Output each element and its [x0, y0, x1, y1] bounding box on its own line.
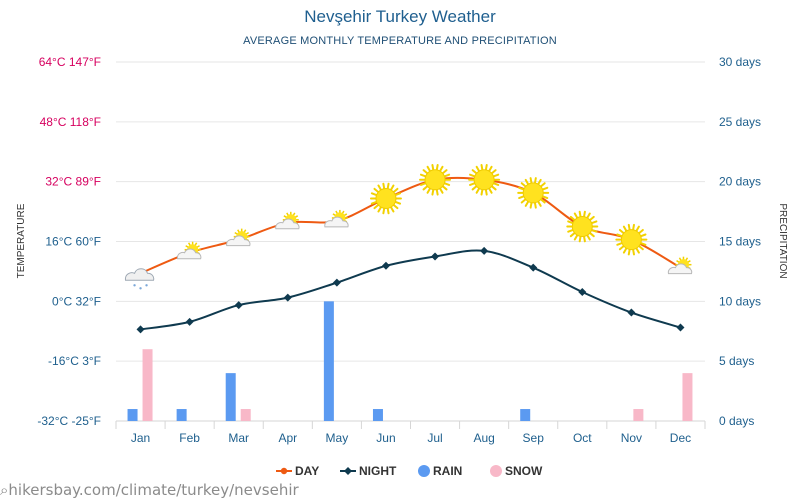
night-point: [480, 246, 489, 255]
x-axis-tick-label: Dec: [670, 431, 691, 445]
y-axis-right-title: PRECIPITATION: [777, 203, 788, 278]
search-pin-icon: ⌕: [0, 481, 9, 499]
sun-icon: [517, 177, 550, 209]
x-axis-tick-label: Nov: [621, 431, 642, 445]
partly-cloudy-icon: [667, 256, 693, 275]
night-point: [381, 261, 390, 270]
x-axis-tick-label: Jul: [427, 431, 442, 445]
night-point: [578, 287, 587, 296]
night-point: [627, 308, 636, 317]
y-axis-left-tick-label: -16°C 3°F: [48, 354, 101, 368]
legend-label: SNOW: [505, 464, 543, 478]
sun-icon: [468, 164, 501, 196]
sun-icon: [419, 164, 452, 196]
rain-bar: [225, 373, 236, 421]
x-axis-tick-label: Sep: [523, 431, 545, 445]
night-point: [529, 263, 538, 272]
legend-snow-marker: [490, 465, 502, 477]
x-axis-tick-label: May: [326, 431, 349, 445]
night-point: [431, 252, 440, 261]
sun-icon: [566, 210, 599, 243]
rain-bar: [127, 409, 138, 421]
sun-icon: [369, 182, 402, 215]
x-axis-tick-label: Feb: [179, 431, 200, 445]
partly-cloudy-icon: [177, 241, 202, 260]
snow-cloud-icon: [124, 268, 155, 290]
y-axis-left-tick-label: 48°C 118°F: [40, 115, 101, 129]
y-axis-left-tick-label: 16°C 60°F: [45, 235, 101, 249]
y-axis-right-tick-label: 15 days: [719, 235, 761, 249]
y-axis-left-tick-label: 64°C 147°F: [39, 55, 101, 69]
x-axis-tick-label: Mar: [228, 431, 249, 445]
y-axis-right-tick-label: 0 days: [719, 414, 754, 428]
source-url[interactable]: ⌕hikersbay.com/climate/turkey/nevsehir: [0, 481, 299, 499]
rain-bar: [520, 409, 531, 421]
night-point: [676, 323, 685, 332]
y-axis-left-title: TEMPERATURE: [16, 203, 27, 278]
chart-title: Nevşehir Turkey Weather: [304, 7, 496, 26]
legend-rain-marker: [418, 465, 430, 477]
night-point: [136, 325, 145, 334]
partly-cloudy-icon: [226, 228, 251, 247]
y-axis-left-tick-label: 32°C 89°F: [45, 175, 101, 189]
night-point: [185, 317, 194, 326]
partly-cloudy-icon: [324, 209, 349, 228]
x-axis-tick-label: Apr: [278, 431, 297, 445]
legend-label: NIGHT: [359, 464, 397, 478]
y-axis-left-tick-label: -32°C -25°F: [37, 414, 101, 428]
snow-bar: [240, 409, 251, 421]
legend-day-marker: [280, 467, 288, 475]
y-axis-right-tick-label: 25 days: [719, 115, 761, 129]
partly-cloudy-icon: [275, 211, 300, 230]
y-axis-right-tick-label: 30 days: [719, 55, 761, 69]
legend-label: RAIN: [433, 464, 462, 478]
snow-bar: [633, 409, 644, 421]
chart-subtitle: AVERAGE MONTHLY TEMPERATURE AND PRECIPIT…: [243, 35, 557, 47]
rain-bar: [323, 301, 334, 421]
y-axis-right-tick-label: 5 days: [719, 354, 754, 368]
rain-bar: [372, 409, 383, 421]
x-axis-tick-label: Oct: [573, 431, 592, 445]
sun-icon: [615, 223, 648, 256]
source-url-text: hikersbay.com/climate/turkey/nevsehir: [8, 481, 299, 499]
x-axis-tick-label: Aug: [473, 431, 494, 445]
legend-label: DAY: [295, 464, 319, 478]
night-line: [140, 249, 681, 331]
rain-bar: [176, 409, 187, 421]
night-point: [332, 278, 341, 287]
y-axis-left-tick-label: 0°C 32°F: [52, 294, 101, 308]
snow-bar: [142, 349, 153, 421]
day-line: [140, 176, 681, 275]
y-axis-right-tick-label: 20 days: [719, 175, 761, 189]
night-point: [234, 301, 243, 310]
snow-bar: [682, 373, 693, 421]
x-axis-tick-label: Jun: [376, 431, 395, 445]
legend-night-marker: [344, 467, 352, 475]
x-axis-tick-label: Jan: [131, 431, 150, 445]
y-axis-right-tick-label: 10 days: [719, 294, 761, 308]
night-point: [283, 293, 292, 302]
